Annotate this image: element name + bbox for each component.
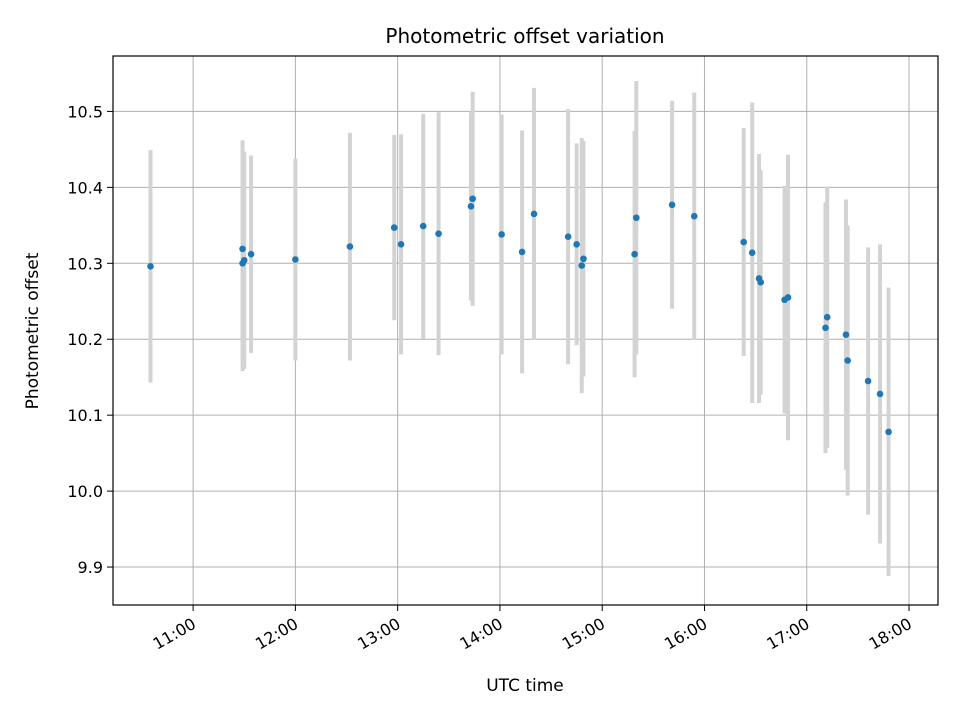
data-point (397, 241, 405, 248)
data-point (740, 238, 747, 246)
data-point (631, 250, 638, 258)
grid (113, 56, 938, 605)
data-point (632, 214, 640, 222)
x-tick-label: 12:00 (252, 614, 301, 654)
data-point (390, 224, 398, 231)
data-point (580, 255, 587, 263)
data-point (564, 233, 572, 241)
x-axis-label: UTC time (486, 676, 564, 696)
y-tick-label: 10.4 (67, 178, 103, 197)
data-point (530, 210, 538, 218)
data-point (864, 377, 872, 385)
data-point (467, 203, 475, 210)
data-point (885, 428, 892, 436)
data-points (147, 195, 892, 436)
x-tick-label: 15:00 (559, 614, 608, 654)
y-axis-label: Photometric offset (23, 252, 43, 409)
data-point (240, 256, 248, 264)
x-tick-label: 13:00 (354, 614, 403, 654)
y-axis: 9.9 10.0 10.1 10.2 10.3 10.4 10.5 (67, 102, 113, 577)
chart-title: Photometric offset variation (385, 24, 664, 48)
y-tick-label: 10.5 (67, 102, 103, 121)
y-tick-label: 10.0 (67, 482, 103, 501)
y-tick-label: 10.1 (67, 406, 103, 425)
x-axis: 11:00 12:00 13:00 14:00 15:00 16:00 17:00 18:00 (150, 605, 915, 654)
data-point (578, 262, 586, 269)
data-point (518, 248, 526, 256)
data-point (823, 313, 831, 321)
data-point (757, 278, 765, 286)
data-point (573, 241, 580, 248)
data-point (435, 230, 442, 237)
plot-frame (112, 55, 939, 606)
data-point (469, 195, 476, 203)
data-point (239, 245, 246, 253)
x-tick-label: 11:00 (150, 614, 199, 654)
error-bars (148, 81, 891, 577)
data-point (346, 243, 354, 250)
data-point (842, 331, 850, 338)
x-tick-label: 14:00 (456, 614, 505, 654)
data-point (292, 256, 299, 263)
y-tick-label: 9.9 (78, 558, 103, 577)
data-point (147, 263, 154, 270)
x-tick-label: 17:00 (763, 614, 812, 654)
x-tick-label: 18:00 (866, 614, 915, 654)
y-tick-label: 10.2 (67, 330, 103, 349)
y-tick-label: 10.3 (67, 254, 103, 273)
data-point (784, 294, 792, 301)
x-tick-label: 16:00 (661, 614, 710, 654)
data-point (690, 212, 698, 220)
data-point (822, 324, 829, 332)
data-point (876, 390, 884, 398)
data-point (668, 201, 676, 209)
data-point (247, 250, 255, 258)
data-point (498, 231, 505, 238)
data-point (419, 222, 427, 230)
data-point (748, 249, 756, 256)
data-point (844, 357, 851, 364)
